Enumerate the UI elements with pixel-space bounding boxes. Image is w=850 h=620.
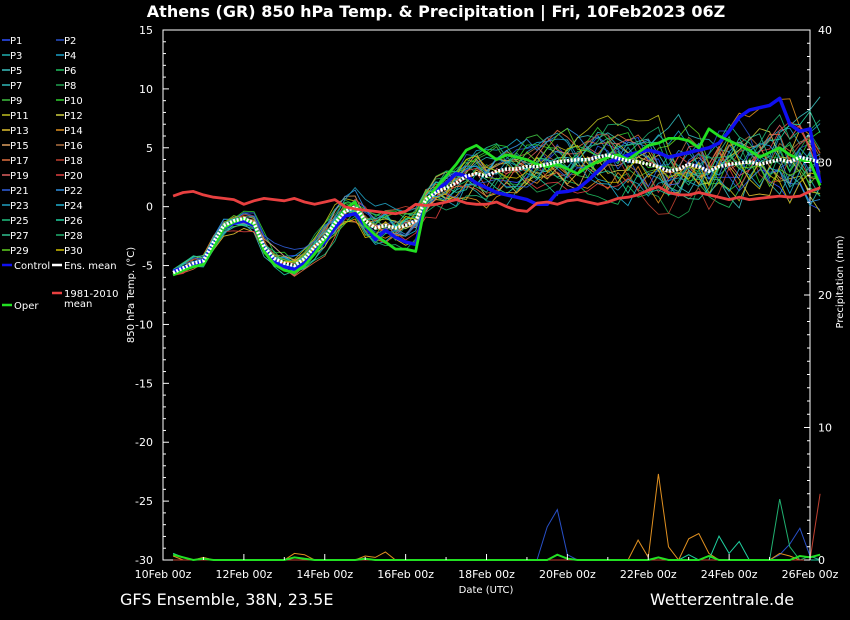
x-axis: 10Feb 00z 12Feb 00z 14Feb 00z 16Feb 00z 18Fe…: [135, 554, 839, 581]
y2-tick-label: 0: [818, 554, 825, 567]
legend-label: P26: [64, 216, 83, 227]
y2-tick-label: 40: [818, 24, 832, 37]
legend-label: P16: [64, 141, 83, 152]
series-line-2: [172, 153, 821, 275]
member-line-24: [172, 150, 821, 276]
y2-axis-label: Precipitation (mm): [835, 235, 846, 328]
series-line-0: [172, 96, 822, 274]
legend-label: P1: [10, 36, 22, 47]
legend-label: P12: [64, 111, 83, 122]
legend-label: P11: [10, 111, 29, 122]
member-line-26: [172, 110, 821, 276]
legend-label: P7: [10, 81, 22, 92]
y-tick-label: 5: [146, 142, 153, 155]
legend-label: P8: [64, 81, 76, 92]
y-tick-label: 15: [139, 24, 153, 37]
legend-label: P30: [64, 246, 83, 257]
legend-label: P19: [10, 171, 29, 182]
legend-label: P21: [10, 186, 29, 197]
y-tick-label: 0: [146, 201, 153, 214]
legend-label: P3: [10, 51, 22, 62]
legend-oper-label: Oper: [14, 301, 39, 312]
x-tick-label: 24Feb 00z: [701, 568, 758, 581]
legend-label: P2: [64, 36, 76, 47]
legend-climate-label-2: mean: [64, 299, 92, 310]
legend-label: P22: [64, 186, 83, 197]
legend-climate-label: 1981-2010: [64, 289, 119, 300]
legend-label: P28: [64, 231, 83, 242]
legend-label: P5: [10, 66, 22, 77]
series-line-1: [172, 127, 822, 277]
legend-label: P4: [64, 51, 76, 62]
legend-label: P25: [10, 216, 29, 227]
y-axis-label: 850 hPa Temp. (°C): [126, 247, 137, 343]
legend-label: P24: [64, 201, 83, 212]
legend-control-label: Control: [14, 261, 50, 272]
legend: P1 P2 P3 P4 P5 P6 P7 P8 P9 P10 P11 P12 P13 P14 P15 P16 P…: [2, 36, 119, 312]
y-axis-left: 15 10 5 0 -5 -10 -15 -20 -25 -30: [135, 24, 169, 567]
legend-ens-mean-label: Ens. mean: [64, 261, 117, 272]
legend-label: P27: [10, 231, 29, 242]
x-tick-label: 20Feb 00z: [539, 568, 596, 581]
x-tick-label: 10Feb 00z: [135, 568, 192, 581]
legend-label: P10: [64, 96, 83, 107]
y-tick-label: -30: [135, 554, 153, 567]
legend-label: P23: [10, 201, 29, 212]
footer-source: GFS Ensemble, 38N, 23.5E: [120, 590, 333, 609]
plot-area: [162, 29, 811, 561]
y-tick-label: 10: [139, 83, 153, 96]
legend-label: P18: [64, 156, 83, 167]
y-axis-right: 40 30 20 10 0: [804, 24, 832, 567]
x-tick-label: 12Feb 00z: [216, 568, 273, 581]
x-tick-label: 22Feb 00z: [620, 568, 677, 581]
legend-label: P9: [10, 96, 22, 107]
legend-label: P14: [64, 126, 83, 137]
y-tick-label: -10: [135, 318, 153, 331]
highlight-series: [172, 96, 822, 277]
y-tick-label: -20: [135, 436, 153, 449]
legend-label: P15: [10, 141, 29, 152]
x-tick-label: 26Feb 00z: [782, 568, 839, 581]
y2-tick-label: 30: [818, 157, 832, 170]
legend-label: P13: [10, 126, 29, 137]
series-line-3: [172, 185, 821, 216]
chart-title: Athens (GR) 850 hPa Temp. & Precipitatio…: [147, 2, 725, 22]
legend-label: P29: [10, 246, 29, 257]
footer-site: Wetterzentrale.de: [650, 590, 794, 609]
legend-label: P6: [64, 66, 76, 77]
precipitation-lines: [172, 473, 821, 562]
x-tick-label: 18Feb 00z: [458, 568, 515, 581]
x-tick-label: 14Feb 00z: [296, 568, 353, 581]
precip-line-5: [172, 553, 821, 562]
y2-tick-label: 20: [818, 289, 832, 302]
y-tick-label: -25: [135, 495, 153, 508]
y-tick-label: -5: [142, 260, 153, 273]
legend-label: P17: [10, 156, 29, 167]
legend-label: P20: [64, 171, 83, 182]
y2-tick-label: 10: [818, 422, 832, 435]
x-tick-label: 16Feb 00z: [377, 568, 434, 581]
y-tick-label: -15: [135, 377, 153, 390]
x-axis-label: Date (UTC): [459, 585, 514, 596]
